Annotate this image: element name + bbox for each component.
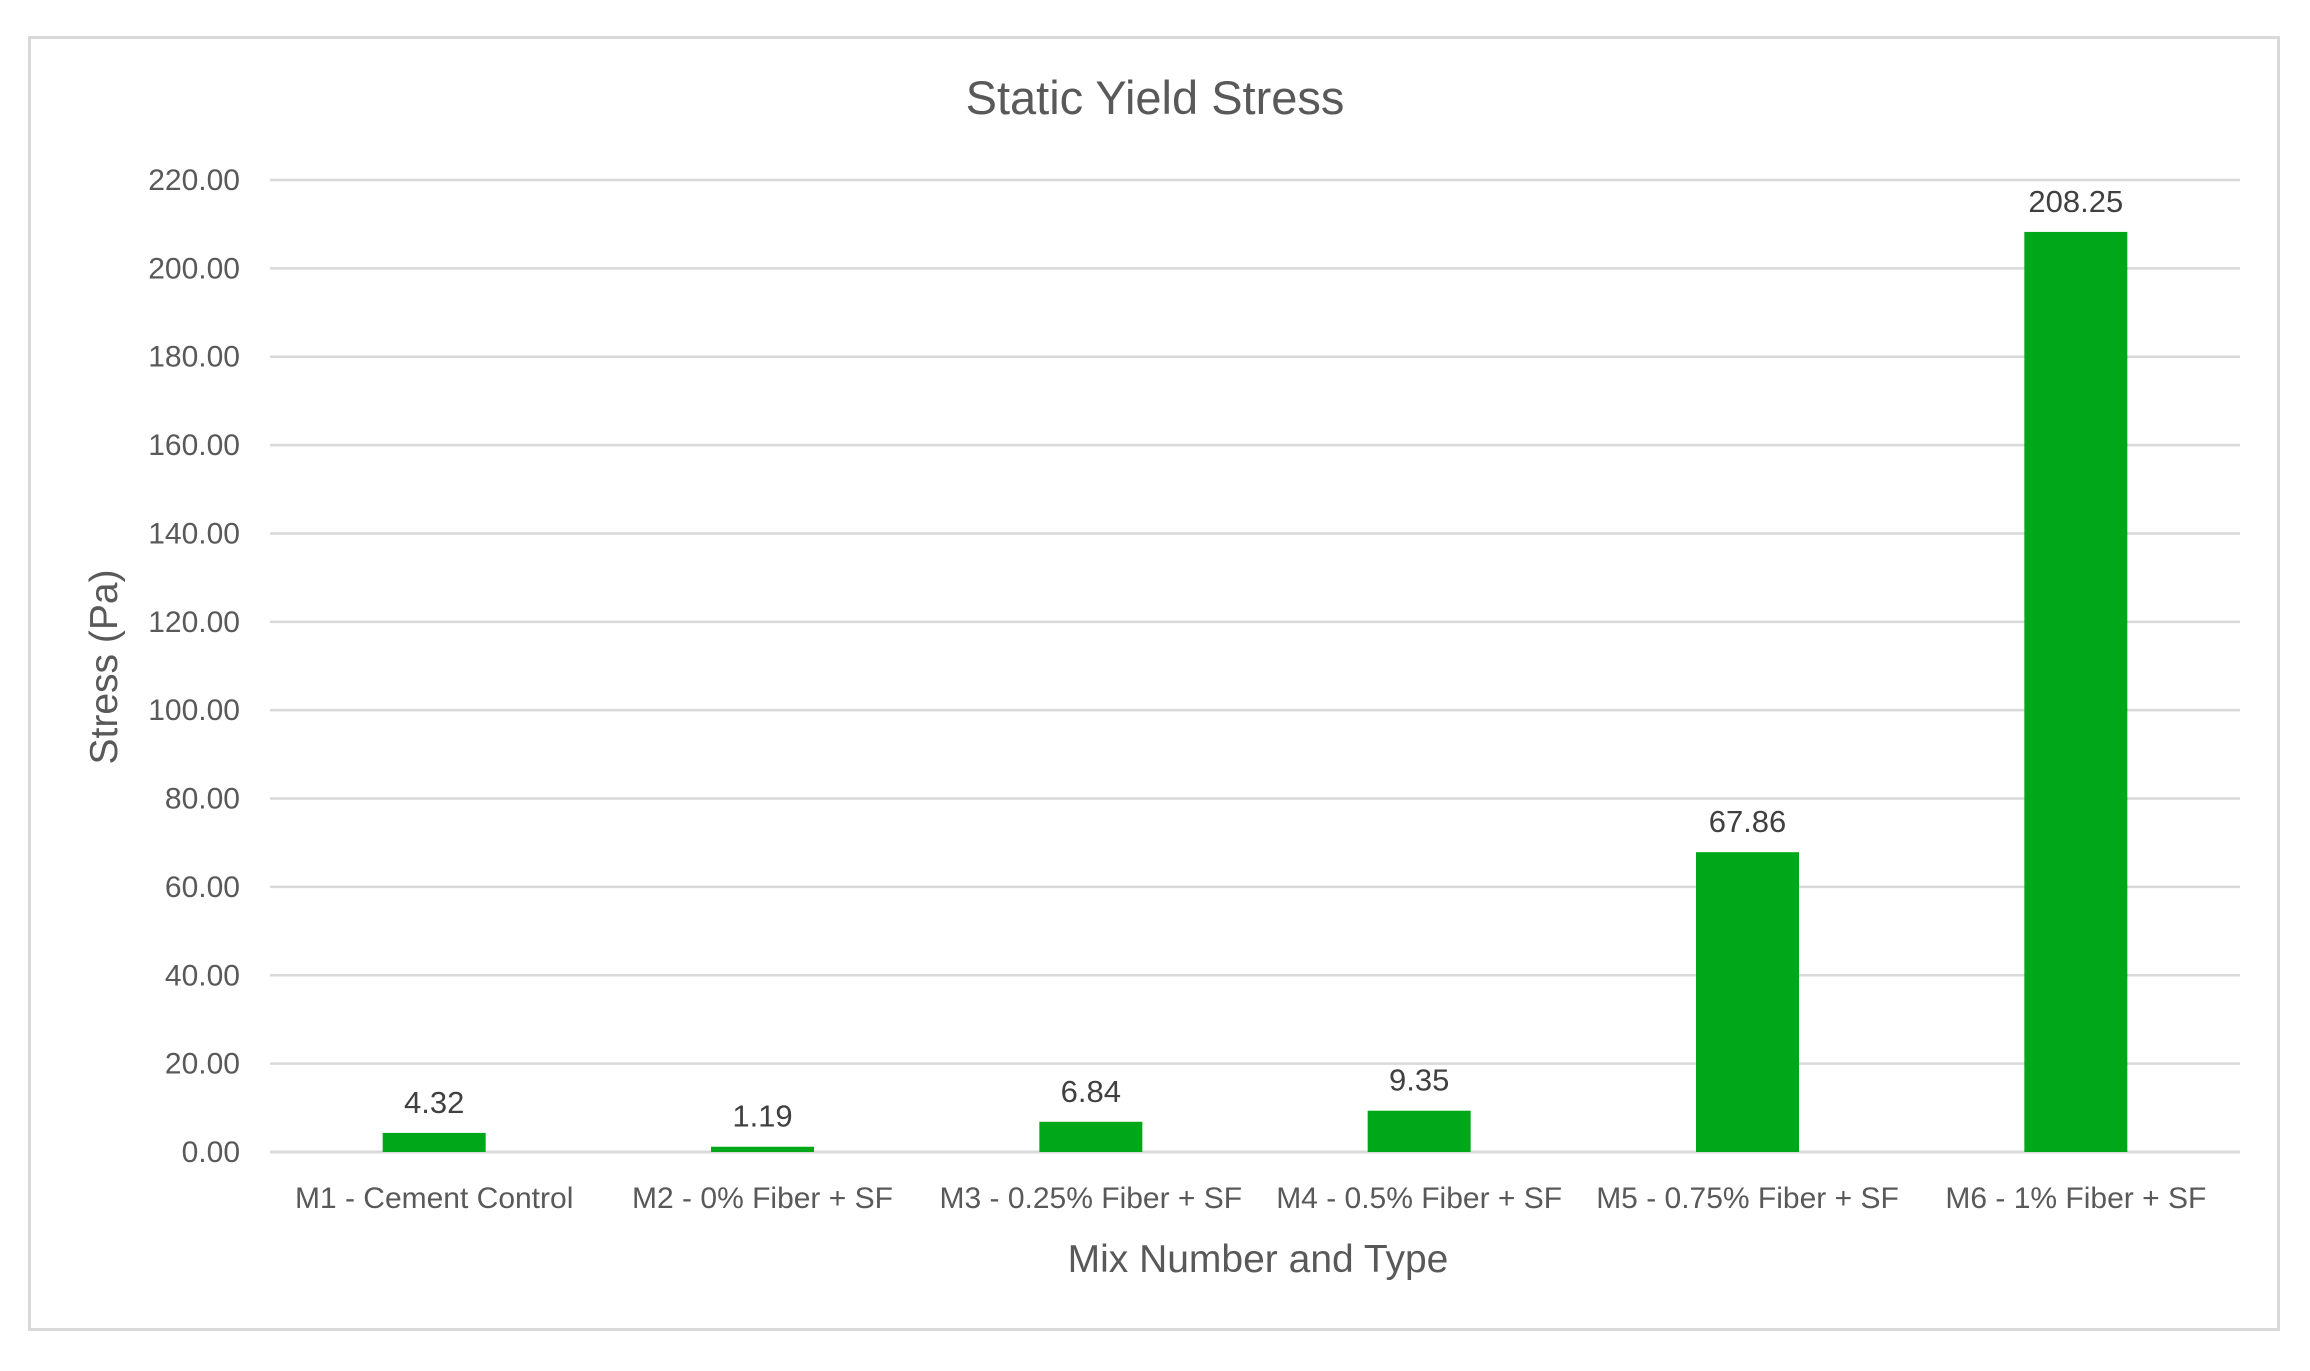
bar	[711, 1146, 814, 1152]
data-label: 67.86	[1709, 804, 1787, 839]
bar	[1696, 852, 1799, 1152]
data-label: 1.19	[732, 1099, 792, 1134]
y-tick-label: 140.00	[148, 517, 240, 550]
x-axis-title: Mix Number and Type	[1068, 1238, 1449, 1281]
gridlines	[270, 178, 2240, 1154]
y-tick-label: 20.00	[165, 1048, 240, 1081]
data-label: 208.25	[2028, 184, 2123, 219]
y-tick-label: 100.00	[148, 694, 240, 727]
y-axis-ticks: 0.00 20.00 40.00 60.00 80.00 100.00 120.00 140.…	[148, 164, 240, 1169]
y-tick-label: 40.00	[165, 959, 240, 992]
x-tick-label: M3 - 0.25% Fiber + SF	[940, 1182, 1243, 1215]
data-labels: 4.32 1.19 6.84 9.35 67.86 208.25	[404, 184, 2123, 1134]
y-tick-label: 0.00	[182, 1136, 240, 1169]
data-label: 4.32	[404, 1085, 464, 1120]
data-label: 9.35	[1389, 1063, 1449, 1098]
y-axis-title: Stress (Pa)	[83, 569, 126, 764]
y-tick-label: 160.00	[148, 429, 240, 462]
bar	[382, 1132, 486, 1152]
x-tick-label: M4 - 0.5% Fiber + SF	[1276, 1182, 1562, 1215]
x-tick-label: M2 - 0% Fiber + SF	[632, 1182, 893, 1215]
x-axis-ticks: M1 - Cement Control M2 - 0% Fiber + SF M3 …	[295, 1182, 2206, 1215]
x-tick-label: M5 - 0.75% Fiber + SF	[1596, 1182, 1899, 1215]
y-tick-label: 80.00	[165, 783, 240, 816]
bars	[382, 231, 2128, 1152]
y-tick-label: 200.00	[148, 252, 240, 285]
chart-title: Static Yield Stress	[966, 71, 1345, 124]
chart-frame	[28, 36, 2280, 1331]
y-tick-label: 180.00	[148, 341, 240, 374]
y-tick-label: 60.00	[165, 871, 240, 904]
bar	[1367, 1110, 1471, 1152]
x-tick-label: M6 - 1% Fiber + SF	[1945, 1182, 2206, 1215]
data-label: 6.84	[1061, 1074, 1121, 1109]
bar	[2024, 231, 2128, 1152]
bar	[1039, 1121, 1143, 1152]
x-tick-label: M1 - Cement Control	[295, 1182, 573, 1215]
y-tick-label: 220.00	[148, 164, 240, 197]
y-tick-label: 120.00	[148, 606, 240, 639]
